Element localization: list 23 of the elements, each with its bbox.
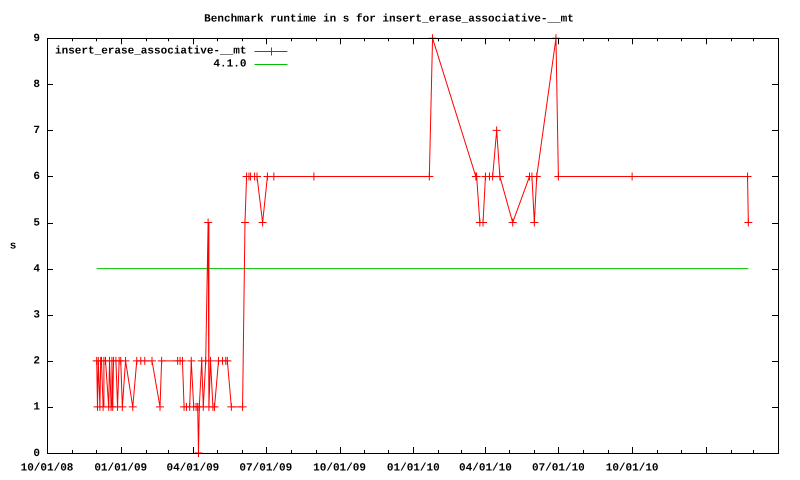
x-tick-label: 10/01/08 — [20, 462, 74, 474]
x-tick-label: 07/01/09 — [239, 462, 292, 474]
legend-label: insert_erase_associative-__mt — [54, 45, 246, 58]
y-tick-label: 9 — [33, 32, 40, 45]
x-tick-label: 04/01/09 — [166, 462, 220, 474]
x-tick-label: 07/01/10 — [532, 462, 585, 474]
y-tick-label: 5 — [33, 217, 40, 230]
y-tick-label: 4 — [33, 263, 40, 276]
x-tick-label: 10/01/09 — [313, 462, 366, 474]
y-tick-label: 2 — [33, 356, 40, 368]
y-axis-title: s — [10, 240, 16, 252]
chart-title: Benchmark runtime in s for insert_erase_associative-__mt — [204, 12, 574, 26]
y-tick-label: 3 — [33, 310, 40, 322]
y-tick-label: 7 — [33, 125, 40, 138]
x-tick-label: 01/01/10 — [386, 462, 440, 474]
y-tick-label: 0 — [33, 448, 40, 460]
legend-label: 4.1.0 — [213, 58, 246, 70]
x-tick-label: 04/01/10 — [459, 462, 512, 474]
y-tick-label: 1 — [33, 402, 40, 414]
y-tick-label: 8 — [33, 79, 40, 92]
y-tick-label: 6 — [33, 171, 40, 184]
x-tick-label: 01/01/09 — [94, 462, 148, 474]
x-tick-label: 10/01/10 — [606, 462, 659, 474]
